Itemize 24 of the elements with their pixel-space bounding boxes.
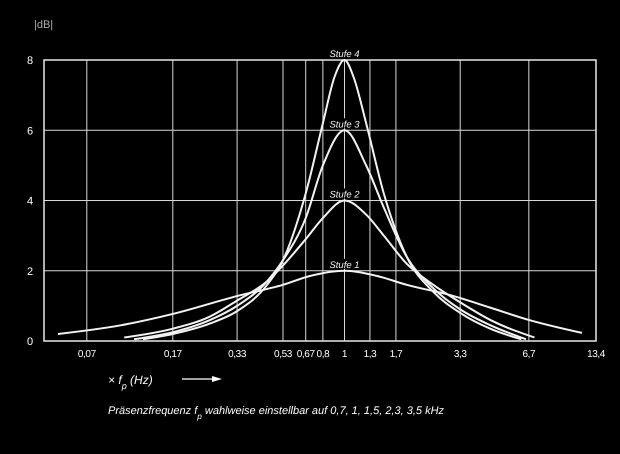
x-tick-label: 0,33 [228, 349, 247, 360]
x-tick-label: 1,3 [364, 349, 378, 360]
y-tick-label: 8 [26, 55, 34, 67]
series-label: Stufe 3 [329, 119, 360, 130]
x-tick-label: 13,4 [587, 349, 606, 360]
x-tick-label: 0,53 [274, 349, 293, 360]
x-axis-title: × f$_{p}$ (Hz) [108, 373, 153, 391]
x-tick-label: 0,07 [78, 349, 97, 360]
text: Präsenzfrequenz f$_{p}$ wahlweise einstellbar auf 0,7, 1, 1,5, 2,3, 3,5 kHz [108, 405, 445, 420]
y-axis-title: |dB| [34, 19, 54, 31]
x-tick-label: 0,67 [296, 349, 316, 360]
y-tick-label: 6 [26, 125, 34, 138]
series-label: Stufe 4 [329, 49, 360, 60]
x-tick-label: 3,3 [454, 349, 468, 360]
x-tick-label: 1 [342, 349, 348, 360]
series-label: Stufe 1 [329, 260, 360, 271]
series-label: Stufe 2 [329, 190, 360, 200]
x-tick-label: 0,8 [316, 349, 330, 360]
x-tick-label: 6,7 [522, 349, 536, 360]
y-tick-label: 0 [26, 336, 34, 348]
x-tick-label: 1,7 [390, 349, 404, 360]
x-tick-label: 0,17 [164, 349, 183, 360]
y-tick-label: 4 [26, 196, 34, 208]
y-tick-label: 2 [26, 266, 34, 278]
